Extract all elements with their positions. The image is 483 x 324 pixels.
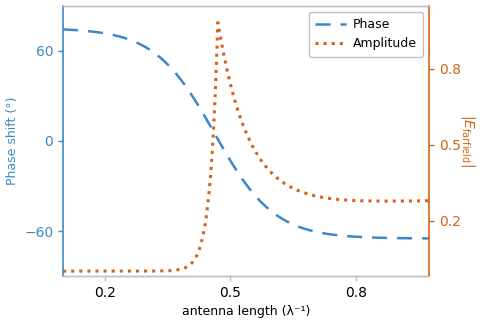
- Y-axis label: $|E_\mathrm{farfield}|$: $|E_\mathrm{farfield}|$: [459, 114, 477, 168]
- Amplitude: [419, 199, 425, 203]
- Amplitude: [60, 269, 66, 273]
- Amplitude: [124, 269, 129, 273]
- Amplitude: [102, 269, 108, 273]
- Y-axis label: Phase shift (°): Phase shift (°): [6, 97, 18, 185]
- X-axis label: antenna length (λ⁻¹): antenna length (λ⁻¹): [182, 306, 310, 318]
- Line: Amplitude: Amplitude: [63, 23, 429, 271]
- Phase: [102, 31, 108, 35]
- Amplitude: [200, 232, 206, 236]
- Phase: [426, 237, 432, 240]
- Line: Phase: Phase: [63, 29, 429, 238]
- Phase: [216, 140, 222, 144]
- Phase: [60, 28, 66, 31]
- Amplitude: [216, 29, 222, 33]
- Amplitude: [380, 199, 385, 203]
- Phase: [380, 236, 385, 240]
- Amplitude: [215, 21, 221, 25]
- Phase: [124, 37, 129, 40]
- Amplitude: [426, 199, 432, 202]
- Phase: [419, 237, 425, 240]
- Legend: Phase, Amplitude: Phase, Amplitude: [309, 12, 423, 57]
- Phase: [200, 112, 206, 116]
